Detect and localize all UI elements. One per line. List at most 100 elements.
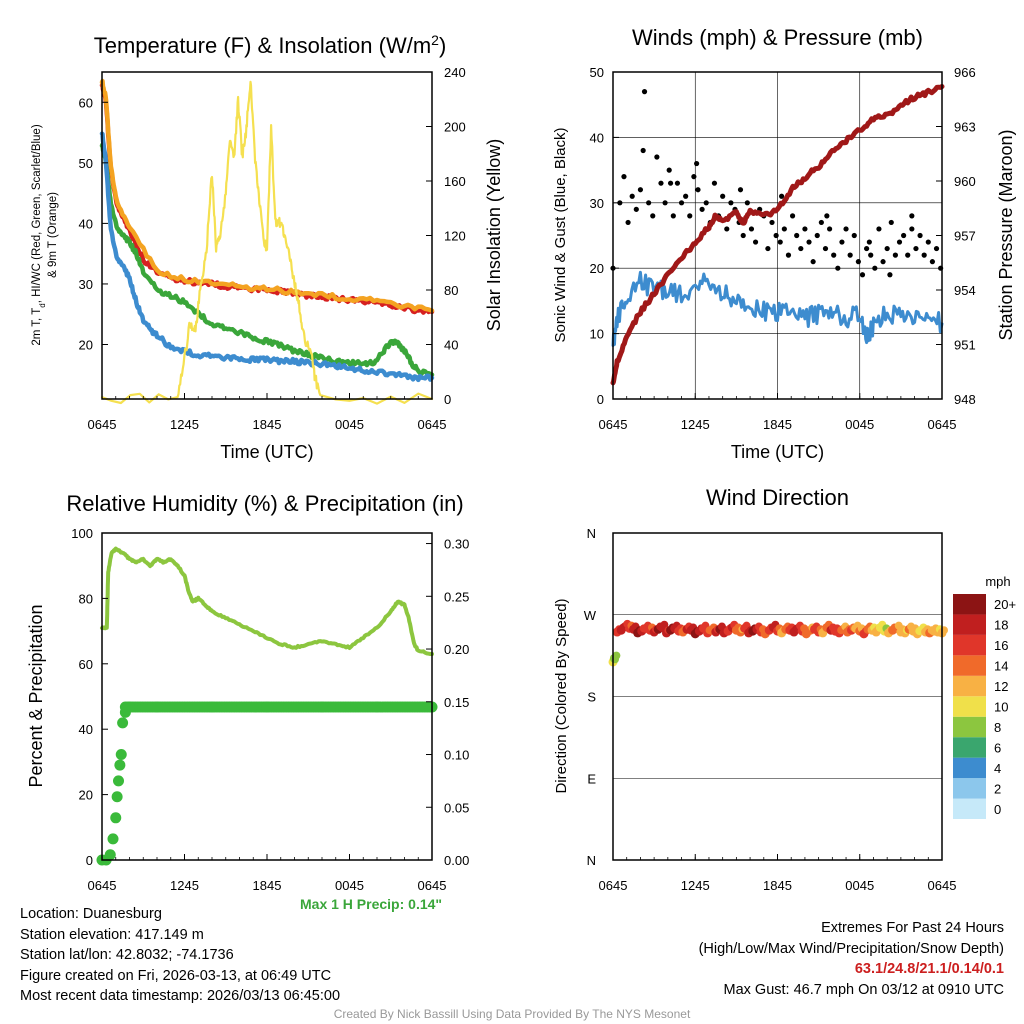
max-gust-text: Max Gust: 46.7 mph On 03/12 at 0910 UTC (723, 981, 1004, 998)
temperature-series-9m-t (99, 78, 435, 313)
humidity-y-tick-label: 40 (79, 722, 93, 737)
colorbar-swatch (953, 798, 986, 819)
winds-gust-point (802, 226, 808, 232)
winds-gust-point (839, 239, 845, 245)
humidity-x-tick-label: 0045 (335, 878, 364, 893)
winds-gust-point (859, 272, 866, 278)
humidity-y-tick-label: 0 (86, 853, 93, 868)
winds-gust-point (765, 245, 771, 252)
humidity-y-axis-label: Percent & Precipitation (26, 604, 46, 787)
direction-y-tick-label: S (587, 690, 596, 705)
winds-y-tick-label: 40 (590, 130, 604, 145)
winds-gust-point (917, 232, 923, 239)
temperature-x-tick-label: 1245 (170, 417, 199, 432)
winds-gust-point (905, 252, 911, 258)
winds-x-tick-label: 0645 (599, 417, 628, 432)
colorbar-label: 4 (994, 761, 1001, 776)
winds-gust-point (666, 167, 672, 173)
winds-gust-point (744, 200, 750, 206)
winds-gust-point (888, 219, 894, 226)
winds-gust-point (822, 245, 829, 252)
humidity-y2-tick-label: 0.15 (444, 695, 469, 710)
winds-gust-point (864, 245, 870, 252)
precip-point (110, 812, 122, 824)
winds-y-tick-label: 10 (590, 327, 604, 342)
direction-y-axis-label: Direction (Colored By Speed) (553, 598, 570, 793)
temperature-y2-tick-label: 40 (444, 338, 458, 353)
precip-point (206, 701, 218, 713)
winds-gust-point (781, 226, 787, 232)
winds-gust-point (872, 265, 878, 271)
temperature-y2-axis-label: Solar Insolation (Yellow) (484, 139, 504, 331)
winds-gust-point (748, 226, 755, 232)
colorbar-label: 8 (994, 720, 1001, 735)
winds-gust-point (752, 239, 759, 245)
winds-gust-point (773, 232, 779, 239)
precip-point (371, 701, 383, 713)
winds-gust-point (737, 187, 744, 193)
temperature-series-hi-wc (99, 131, 435, 383)
precip-point (114, 759, 126, 771)
temperature-y2-tick-label: 120 (444, 229, 466, 244)
humidity-x-tick-label: 0645 (88, 878, 117, 893)
winds-gust-point (640, 147, 646, 154)
winds-gust-point (810, 259, 816, 265)
winds-gust-point (847, 252, 853, 258)
winds-gust-point (901, 232, 907, 239)
winds-gust-point (724, 226, 730, 232)
winds-gust-point (933, 245, 940, 252)
winds-gust-point (779, 193, 785, 199)
humidity-y2-tick-label: 0.05 (444, 800, 469, 815)
colorbar-swatch (953, 696, 986, 717)
extremes-subtitle: (High/Low/Max Wind/Precipitation/Snow De… (698, 940, 1004, 957)
winds-gust-point (625, 219, 631, 226)
winds-gust-point (929, 259, 936, 265)
humidity-x-tick-label: 1245 (170, 878, 199, 893)
temperature-x-tick-label: 0645 (88, 417, 117, 432)
temperature-y2-tick-label: 240 (444, 65, 466, 80)
humidity-y-tick-label: 80 (79, 591, 93, 606)
winds-x-axis-label: Time (UTC) (731, 442, 824, 462)
colorbar-swatch (953, 757, 986, 779)
colorbar-label: 16 (994, 638, 1008, 653)
winds-y-tick-label: 20 (590, 261, 604, 276)
winds-gust-point (674, 180, 681, 186)
winds-y-tick-label: 30 (590, 196, 604, 211)
winds-y2-tick-label: 948 (954, 392, 976, 407)
winds-gust-point (884, 245, 890, 252)
precip-point (113, 775, 124, 787)
winds-y2-tick-label: 954 (954, 283, 976, 298)
winds-gust-point (880, 259, 886, 265)
colorbar-label: 6 (994, 740, 1001, 755)
winds-gust-point (777, 239, 783, 245)
colorbar-swatch (953, 655, 986, 676)
temperature-y-tick-label: 30 (79, 277, 93, 292)
winds-gust-point (720, 193, 726, 199)
winds-gust-point (785, 252, 792, 258)
winds-gust-point (868, 252, 874, 258)
winds-chart-title: Winds (mph) & Pressure (mb) (632, 25, 923, 50)
winds-gust-point (909, 226, 915, 232)
location-text: Location: Duanesburg (20, 906, 162, 922)
winds-gust-point (633, 206, 639, 212)
winds-series-station-pressure (610, 84, 945, 386)
precip-point (124, 701, 135, 713)
humidity-y2-tick-label: 0.00 (444, 853, 469, 868)
winds-gust-point (699, 206, 705, 212)
winds-gust-point (876, 226, 882, 232)
winds-y-axis-label: Sonic Wind & Gust (Blue, Black) (552, 127, 569, 342)
winds-gust-point (806, 239, 812, 245)
winds-gust-point (728, 200, 734, 206)
direction-x-tick-label: 1245 (681, 878, 710, 893)
winds-gust-point (892, 252, 898, 258)
temperature-x-tick-label: 0045 (335, 417, 364, 432)
winds-y-tick-label: 0 (597, 392, 604, 407)
temperature-y2-tick-label: 80 (444, 283, 458, 298)
precip-point (261, 701, 273, 713)
colorbar-swatch (953, 614, 986, 635)
temperature-y2-tick-label: 200 (444, 120, 466, 135)
winds-gust-point (694, 160, 700, 167)
humidity-y-tick-label: 100 (71, 526, 93, 541)
colorbar-label: 20+ (994, 597, 1016, 612)
